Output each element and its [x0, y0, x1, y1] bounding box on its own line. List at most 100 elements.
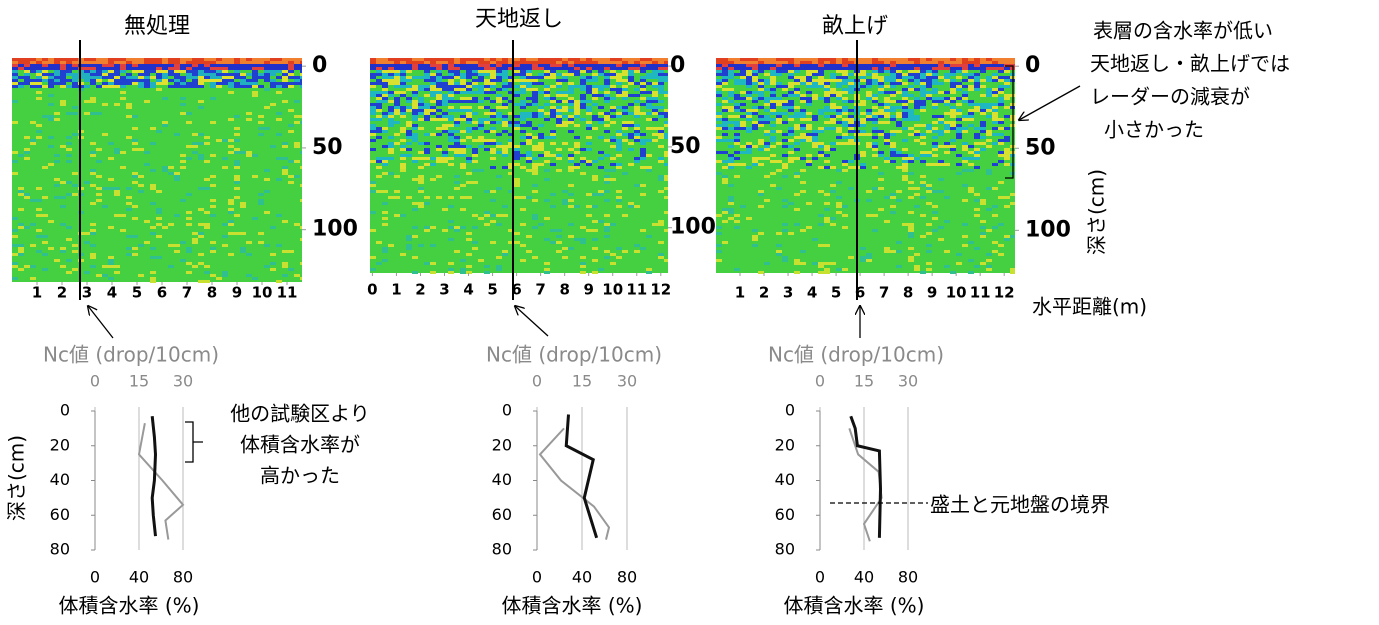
radar-texture: [920, 88, 926, 91]
radar-texture: [764, 262, 770, 265]
radar-texture: [872, 97, 878, 100]
radar-texture: [132, 235, 138, 238]
radar-texture: [234, 178, 240, 181]
radar-texture: [866, 109, 872, 112]
radar-texture: [424, 64, 430, 67]
radar-texture: [992, 118, 998, 121]
radar-texture: [830, 217, 836, 220]
radar-texture: [728, 211, 734, 214]
radar-texture: [764, 199, 770, 202]
radar-texture: [66, 148, 72, 151]
radar-texture: [84, 79, 90, 82]
radar-texture: [454, 226, 460, 229]
radar-texture: [1004, 61, 1010, 64]
radar-texture: [490, 64, 496, 67]
radar-texture: [938, 178, 944, 181]
radar-texture: [788, 70, 794, 73]
radar-texture: [168, 85, 174, 88]
radar-texture: [610, 70, 616, 73]
radar-texture: [472, 181, 478, 184]
radar-texture: [126, 61, 132, 64]
radar-texture: [484, 91, 490, 94]
radar-texture: [806, 163, 812, 166]
radar-texture: [878, 88, 884, 91]
radar-texture: [174, 175, 180, 178]
radar-texture: [156, 64, 162, 67]
radar-texture: [114, 214, 120, 217]
radar-texture: [234, 187, 240, 190]
radar-texture: [722, 88, 728, 91]
radar-texture: [294, 145, 300, 148]
radar-texture: [776, 58, 782, 61]
radar-texture: [616, 115, 622, 118]
radar-texture: [30, 82, 36, 85]
radar-texture: [526, 61, 532, 64]
radar-texture: [240, 205, 246, 208]
radar-texture: [752, 67, 758, 70]
radar-texture: [586, 136, 592, 139]
radar-texture: [270, 262, 276, 265]
radar-texture: [716, 79, 722, 82]
radar-texture: [580, 58, 586, 61]
radar-texture: [198, 262, 204, 265]
profile-line: [139, 423, 183, 539]
radar-texture: [622, 214, 628, 217]
radar-texture: [646, 64, 652, 67]
radar-texture: [658, 220, 664, 223]
radar-texture: [848, 139, 854, 142]
radar-texture: [842, 76, 848, 79]
radar-texture: [986, 253, 992, 256]
radar-texture: [716, 118, 722, 121]
x-tick-label: 40: [572, 568, 592, 587]
radar-texture: [156, 58, 162, 61]
radar-texture: [418, 178, 424, 181]
radar-texture: [782, 205, 788, 208]
radar-texture: [490, 190, 496, 193]
radar-texture: [102, 67, 108, 70]
radar-texture: [634, 88, 640, 91]
radar-texture: [716, 91, 722, 94]
radar-texture: [532, 148, 538, 151]
radar-texture: [944, 196, 950, 199]
radar-texture: [276, 157, 282, 160]
radar-texture: [270, 64, 276, 67]
radar-texture: [210, 73, 216, 76]
radar-texture: [376, 64, 382, 67]
radar-texture: [824, 193, 830, 196]
radar-texture: [556, 106, 562, 109]
radar-texture: [752, 145, 758, 148]
radar-texture: [1004, 82, 1010, 85]
radar-texture: [592, 76, 598, 79]
radar-texture: [568, 103, 574, 106]
radar-texture: [228, 151, 234, 154]
radar-texture: [782, 133, 788, 136]
radar-texture: [920, 100, 926, 103]
radar-texture: [258, 115, 264, 118]
radar-texture: [544, 112, 550, 115]
radar-texture: [818, 265, 824, 268]
radar-texture: [448, 70, 454, 73]
radar-texture: [472, 214, 478, 217]
radar-texture: [12, 85, 18, 88]
radar-texture: [610, 64, 616, 67]
radar-texture: [604, 124, 610, 127]
radar-texture: [806, 100, 812, 103]
radar-texture: [174, 214, 180, 217]
radar-texture: [12, 277, 18, 280]
radar-texture: [664, 91, 668, 94]
radar-texture: [580, 226, 586, 229]
radar-texture: [370, 58, 376, 61]
radar-texture: [532, 184, 538, 187]
radar-texture: [950, 106, 956, 109]
radar-texture: [770, 88, 776, 91]
radar-texture: [400, 106, 406, 109]
radar-texture: [436, 82, 442, 85]
y-tick-label: 0: [1025, 53, 1040, 78]
radar-texture: [72, 73, 78, 76]
radar-texture: [126, 64, 132, 67]
radar-texture: [126, 196, 132, 199]
radar-texture: [60, 64, 66, 67]
radar-texture: [908, 64, 914, 67]
radar-texture: [728, 115, 734, 118]
radar-texture: [412, 67, 418, 70]
